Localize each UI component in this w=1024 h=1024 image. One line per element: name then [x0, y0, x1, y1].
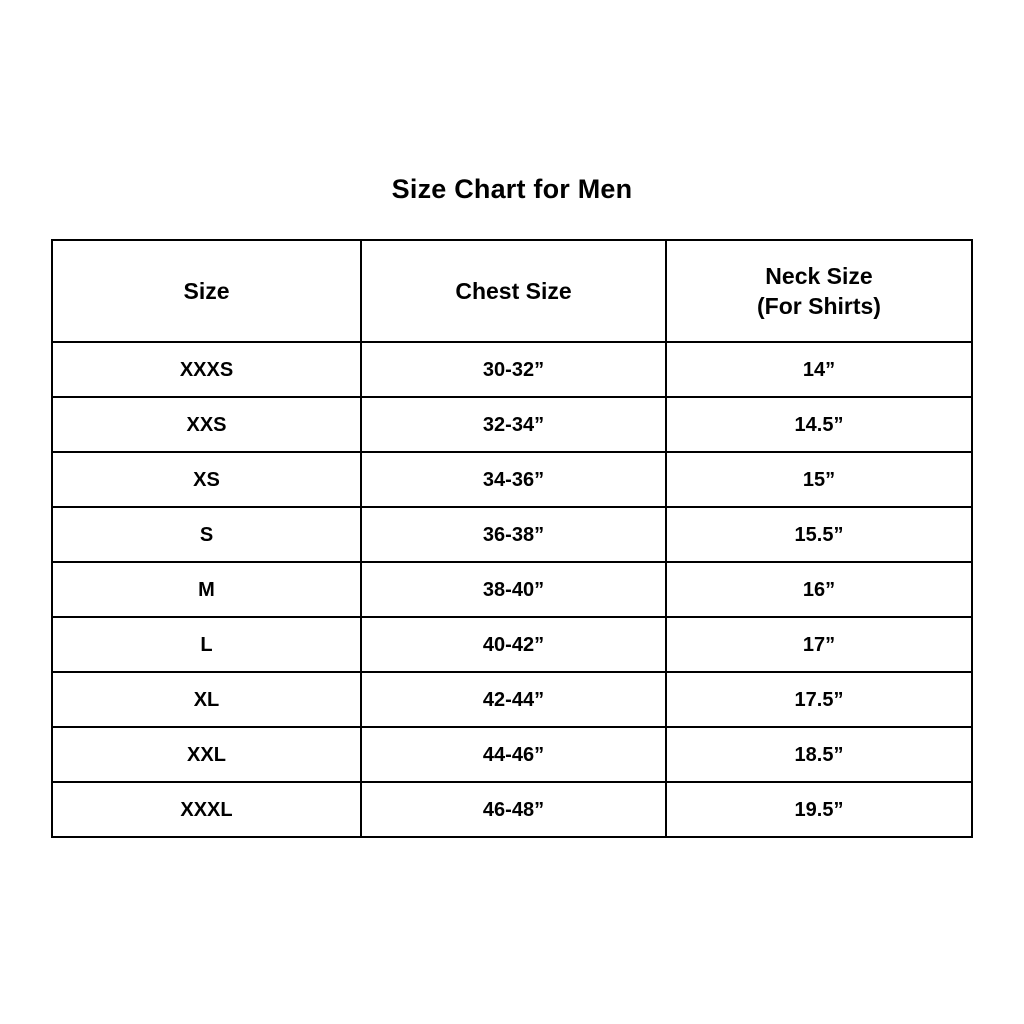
cell-size: L [51, 616, 362, 673]
cell-chest: 38-40” [360, 561, 667, 618]
cell-chest: 36-38” [360, 506, 667, 563]
cell-neck: 17.5” [665, 671, 973, 728]
cell-size: S [51, 506, 362, 563]
cell-neck: 18.5” [665, 726, 973, 783]
cell-neck: 14” [665, 341, 973, 398]
cell-chest: 30-32” [360, 341, 667, 398]
page-title: Size Chart for Men [391, 174, 633, 204]
table-row: XS 34-36” 15” [51, 451, 973, 508]
cell-size: XXS [51, 396, 362, 453]
cell-chest: 34-36” [360, 451, 667, 508]
table-row: XXL 44-46” 18.5” [51, 726, 973, 783]
cell-size: XS [51, 451, 362, 508]
table-header-row: Size Chest Size Neck Size (For Shirts) [51, 239, 973, 343]
size-chart-table: Size Chest Size Neck Size (For Shirts) X… [51, 239, 973, 838]
cell-chest: 32-34” [360, 396, 667, 453]
cell-neck: 16” [665, 561, 973, 618]
table-row: XXXS 30-32” 14” [51, 341, 973, 398]
cell-neck: 15” [665, 451, 973, 508]
table-header: Size Chest Size Neck Size (For Shirts) [51, 239, 973, 343]
column-header-size: Size [51, 239, 362, 343]
cell-chest: 40-42” [360, 616, 667, 673]
table-row: L 40-42” 17” [51, 616, 973, 673]
table-row: XL 42-44” 17.5” [51, 671, 973, 728]
cell-size: M [51, 561, 362, 618]
cell-neck: 14.5” [665, 396, 973, 453]
cell-chest: 46-48” [360, 781, 667, 838]
cell-size: XXXS [51, 341, 362, 398]
table-row: XXXL 46-48” 19.5” [51, 781, 973, 838]
cell-size: XL [51, 671, 362, 728]
column-header-size-line1: Size [183, 278, 230, 304]
cell-chest: 44-46” [360, 726, 667, 783]
table-row: S 36-38” 15.5” [51, 506, 973, 563]
cell-chest: 42-44” [360, 671, 667, 728]
column-header-neck-size: Neck Size (For Shirts) [665, 239, 973, 343]
size-table-container: Size Chest Size Neck Size (For Shirts) X… [51, 239, 973, 838]
column-header-chest-size: Chest Size [360, 239, 667, 343]
table-body: XXXS 30-32” 14” XXS 32-34” 14.5” XS 34-3… [51, 341, 973, 838]
column-header-neck-size-line1: Neck Size [765, 263, 873, 289]
cell-size: XXXL [51, 781, 362, 838]
column-header-neck-size-line2: (For Shirts) [757, 293, 881, 319]
table-row: M 38-40” 16” [51, 561, 973, 618]
table-row: XXS 32-34” 14.5” [51, 396, 973, 453]
cell-neck: 19.5” [665, 781, 973, 838]
cell-neck: 17” [665, 616, 973, 673]
cell-neck: 15.5” [665, 506, 973, 563]
cell-size: XXL [51, 726, 362, 783]
column-header-chest-size-line1: Chest Size [455, 278, 572, 304]
